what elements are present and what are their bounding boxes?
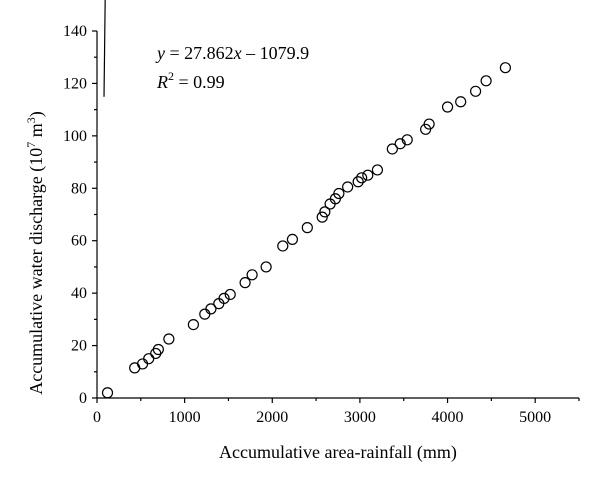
data-point — [455, 96, 467, 108]
regression-equation: y = 27.862x – 1079.9 — [155, 43, 309, 63]
data-point — [199, 308, 211, 320]
data-point — [386, 143, 398, 155]
r-squared-label: R2 = 0.99 — [156, 69, 225, 92]
data-point — [371, 164, 384, 176]
x-tick-label: 1000 — [169, 409, 201, 426]
data-point — [356, 172, 368, 184]
y-tick-label: 0 — [79, 390, 87, 407]
data-points — [101, 62, 511, 399]
x-tick-label: 4000 — [432, 409, 464, 426]
axes — [96, 31, 579, 399]
x-tick-label: 3000 — [344, 409, 376, 426]
y-tick-label: 80 — [71, 180, 87, 197]
data-point — [187, 319, 199, 331]
data-point — [352, 176, 364, 188]
data-point — [441, 101, 454, 113]
y-tick-label: 120 — [63, 75, 87, 92]
x-ticks: 0 1000 2000 3000 4000 5000 — [93, 398, 580, 426]
y-ticks: 0 20 40 60 80 100 120 140 — [63, 23, 97, 407]
y-tick-label: 60 — [71, 233, 87, 250]
y-tick-label: 100 — [63, 128, 87, 145]
x-tick-label: 5000 — [519, 409, 551, 426]
data-point — [316, 211, 328, 223]
x-axis-title: Accumulative area-rainfall (mm) — [219, 442, 457, 463]
data-point — [362, 169, 374, 181]
x-tick-label: 0 — [93, 409, 101, 426]
y-tick-label: 40 — [71, 285, 87, 302]
data-point — [401, 134, 413, 146]
data-point — [218, 292, 230, 304]
data-point — [423, 118, 435, 130]
x-tick-label: 2000 — [256, 409, 288, 426]
data-point — [224, 288, 236, 301]
y-axis-title: Accumulative water discharge (107 m3) — [24, 111, 47, 395]
data-point — [319, 206, 331, 218]
data-point — [246, 269, 258, 281]
data-point — [136, 358, 149, 370]
data-point — [143, 353, 155, 365]
data-point — [333, 187, 345, 200]
data-point — [480, 75, 492, 87]
data-point — [342, 181, 354, 193]
data-point — [152, 343, 164, 356]
y-tick-label: 140 — [63, 23, 87, 40]
y-tick-label: 20 — [71, 338, 87, 355]
data-point — [239, 277, 251, 289]
data-point — [499, 62, 511, 74]
data-point — [301, 222, 313, 234]
data-point — [469, 85, 482, 97]
data-point — [101, 387, 114, 399]
data-point — [163, 333, 175, 345]
data-point — [205, 303, 217, 315]
data-point — [286, 233, 299, 246]
data-point — [277, 240, 289, 252]
data-point — [260, 261, 272, 273]
